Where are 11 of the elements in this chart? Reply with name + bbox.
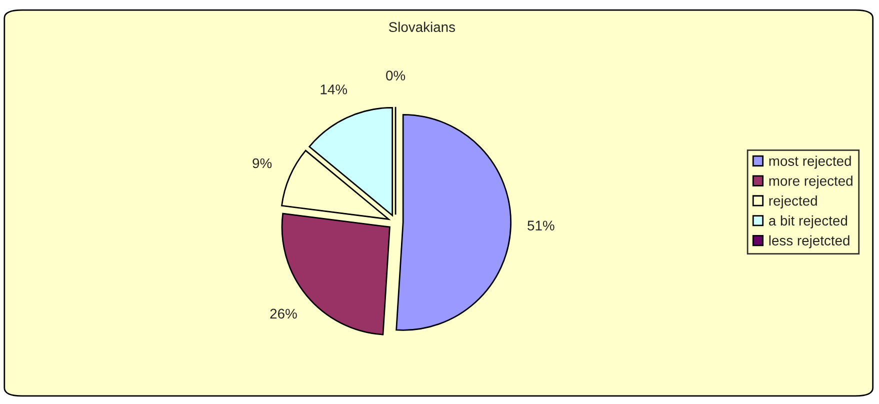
data-label: 14% [320, 84, 348, 94]
legend-label: rejected [769, 196, 817, 208]
data-label: 51% [528, 220, 554, 230]
legend-label: a bit rejected [769, 215, 848, 228]
data-label: 26% [270, 308, 297, 319]
text: 0% [386, 70, 406, 80]
legend-label: less rejetcted [769, 235, 850, 248]
data-label: 9% [252, 158, 272, 168]
chart-title: Slovakians [388, 22, 456, 32]
legend-label: most rejected [769, 156, 851, 169]
legend-label: more rejected [769, 176, 852, 189]
